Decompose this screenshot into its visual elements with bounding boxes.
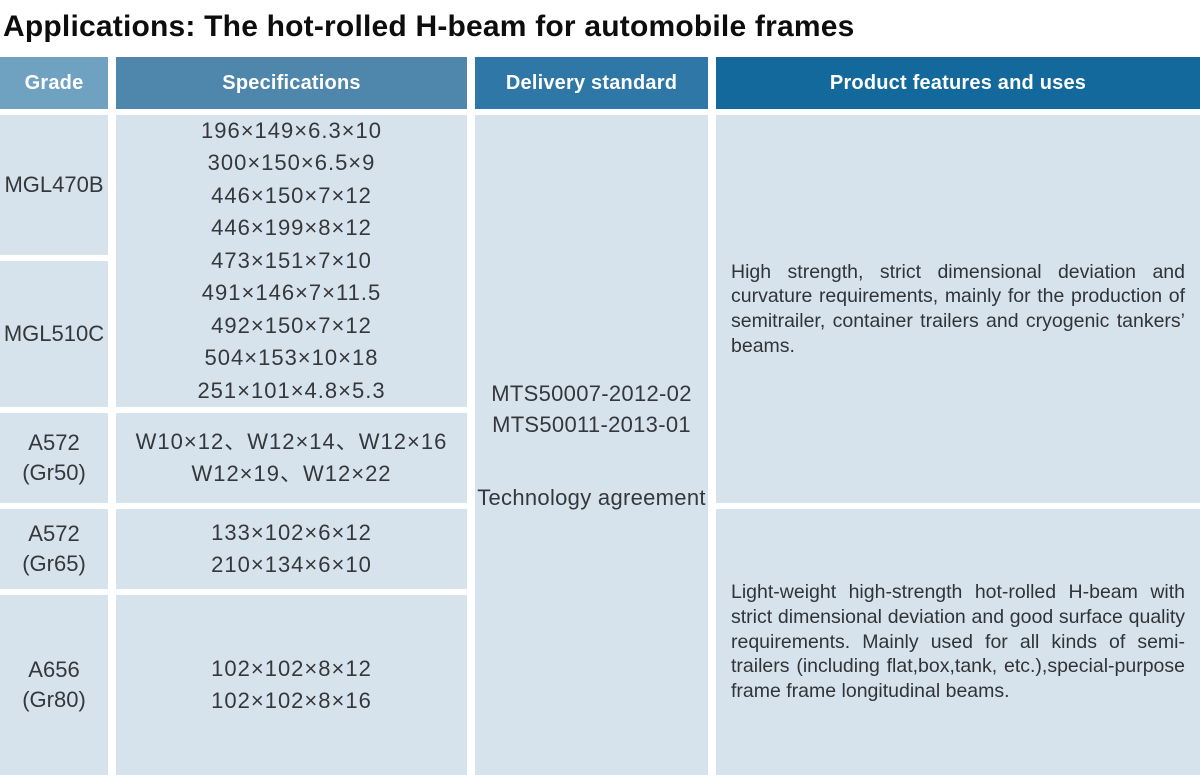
features-text-light-weight: Light-weight high-strength hot-rolled H-… (731, 581, 1185, 703)
column-header-specifications: Specifications (116, 57, 467, 109)
delivery-standard-codes: MTS50007-2012-02 MTS50011-2013-01 (491, 380, 692, 437)
features-text-high-strength: High strength, strict dimensional deviat… (731, 260, 1185, 357)
h-beam-specifications-table: Grade Specifications Delivery standard P… (0, 57, 1200, 775)
column-header-product-features: Product features and uses (716, 57, 1200, 109)
features-cell-high-strength: High strength, strict dimensional deviat… (716, 115, 1200, 503)
spec-cell-mgl-sizes: 196×149×6.3×10 300×150×6.5×9 446×150×7×12 4… (116, 115, 467, 407)
delivery-technology-agreement: Technology agreement (477, 484, 706, 510)
column-header-delivery-standard: Delivery standard (475, 57, 708, 109)
page-title: Applications: The hot-rolled H-beam for … (3, 10, 855, 43)
delivery-standard-cell: MTS50007-2012-02 MTS50011-2013-01 Technol… (475, 115, 708, 775)
spec-cell-a572-gr50-sizes: W10×12、W12×14、W12×16 W12×19、W12×22 (116, 413, 467, 503)
grade-cell-a572-gr65: A572 (Gr65) (0, 509, 108, 589)
features-cell-light-weight: Light-weight high-strength hot-rolled H-… (716, 509, 1200, 775)
spec-cell-a656-gr80-sizes: 102×102×8×12 102×102×8×16 (116, 595, 467, 775)
grade-cell-mgl510c: MGL510C (0, 261, 108, 407)
grade-cell-a656-gr80: A656 (Gr80) (0, 595, 108, 775)
column-header-grade: Grade (0, 57, 108, 109)
grade-cell-a572-gr50: A572 (Gr50) (0, 413, 108, 503)
spec-cell-a572-gr65-sizes: 133×102×6×12 210×134×6×10 (116, 509, 467, 589)
grade-cell-mgl470b: MGL470B (0, 115, 108, 255)
